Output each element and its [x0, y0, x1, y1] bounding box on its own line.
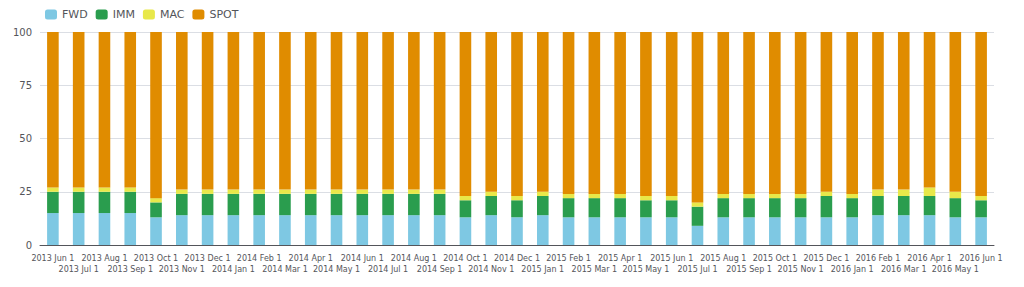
svg-text:2014 May 1: 2014 May 1 [313, 265, 360, 274]
svg-text:SPOT: SPOT [209, 8, 238, 21]
svg-text:FWD: FWD [62, 8, 88, 21]
svg-text:75: 75 [19, 80, 32, 91]
svg-text:IMM: IMM [113, 8, 135, 21]
svg-text:2015 Jun 1: 2015 Jun 1 [650, 254, 693, 263]
svg-text:2015 Nov 1: 2015 Nov 1 [778, 265, 824, 274]
svg-text:2016 Mar 1: 2016 Mar 1 [881, 265, 927, 274]
svg-text:2015 Jan 1: 2015 Jan 1 [521, 265, 564, 274]
svg-text:2014 Feb 1: 2014 Feb 1 [237, 254, 282, 263]
svg-text:2014 Sep 1: 2014 Sep 1 [417, 265, 463, 274]
svg-text:2014 Mar 1: 2014 Mar 1 [262, 265, 308, 274]
svg-text:2014 Jan 1: 2014 Jan 1 [212, 265, 255, 274]
svg-text:50: 50 [19, 133, 32, 144]
svg-text:2014 Dec 1: 2014 Dec 1 [494, 254, 540, 263]
svg-text:100: 100 [13, 27, 32, 38]
svg-text:2014 Oct 1: 2014 Oct 1 [443, 254, 487, 263]
svg-text:2016 Feb 1: 2016 Feb 1 [856, 254, 901, 263]
svg-text:2015 Feb 1: 2015 Feb 1 [546, 254, 591, 263]
svg-text:2016 Apr 1: 2016 Apr 1 [907, 254, 951, 263]
svg-text:2014 Aug 1: 2014 Aug 1 [391, 254, 437, 263]
svg-text:2013 Sep 1: 2013 Sep 1 [107, 265, 153, 274]
svg-text:2013 Jul 1: 2013 Jul 1 [59, 265, 99, 274]
svg-text:2013 Aug 1: 2013 Aug 1 [81, 254, 127, 263]
svg-text:2015 Sep 1: 2015 Sep 1 [726, 265, 772, 274]
svg-text:2015 Jul 1: 2015 Jul 1 [677, 265, 717, 274]
svg-text:2015 Aug 1: 2015 Aug 1 [700, 254, 746, 263]
svg-text:2014 Apr 1: 2014 Apr 1 [289, 254, 333, 263]
svg-text:2016 Jun 1: 2016 Jun 1 [960, 254, 1003, 263]
svg-text:2015 Mar 1: 2015 Mar 1 [572, 265, 618, 274]
svg-text:2014 Nov 1: 2014 Nov 1 [468, 265, 514, 274]
svg-text:2015 Dec 1: 2015 Dec 1 [803, 254, 849, 263]
svg-text:2013 Dec 1: 2013 Dec 1 [185, 254, 231, 263]
svg-text:2013 Nov 1: 2013 Nov 1 [159, 265, 205, 274]
svg-text:2015 Oct 1: 2015 Oct 1 [753, 254, 797, 263]
svg-text:MAC: MAC [160, 8, 185, 21]
svg-text:2015 Apr 1: 2015 Apr 1 [598, 254, 642, 263]
svg-text:2013 Oct 1: 2013 Oct 1 [134, 254, 178, 263]
svg-text:0: 0 [26, 240, 32, 251]
svg-text:25: 25 [19, 186, 32, 197]
svg-text:2014 Jun 1: 2014 Jun 1 [341, 254, 384, 263]
svg-text:2014 Jul 1: 2014 Jul 1 [368, 265, 408, 274]
svg-text:2016 Jan 1: 2016 Jan 1 [831, 265, 874, 274]
svg-text:2015 May 1: 2015 May 1 [622, 265, 669, 274]
svg-text:2016 May 1: 2016 May 1 [932, 265, 979, 274]
svg-text:2013 Jun 1: 2013 Jun 1 [31, 254, 74, 263]
